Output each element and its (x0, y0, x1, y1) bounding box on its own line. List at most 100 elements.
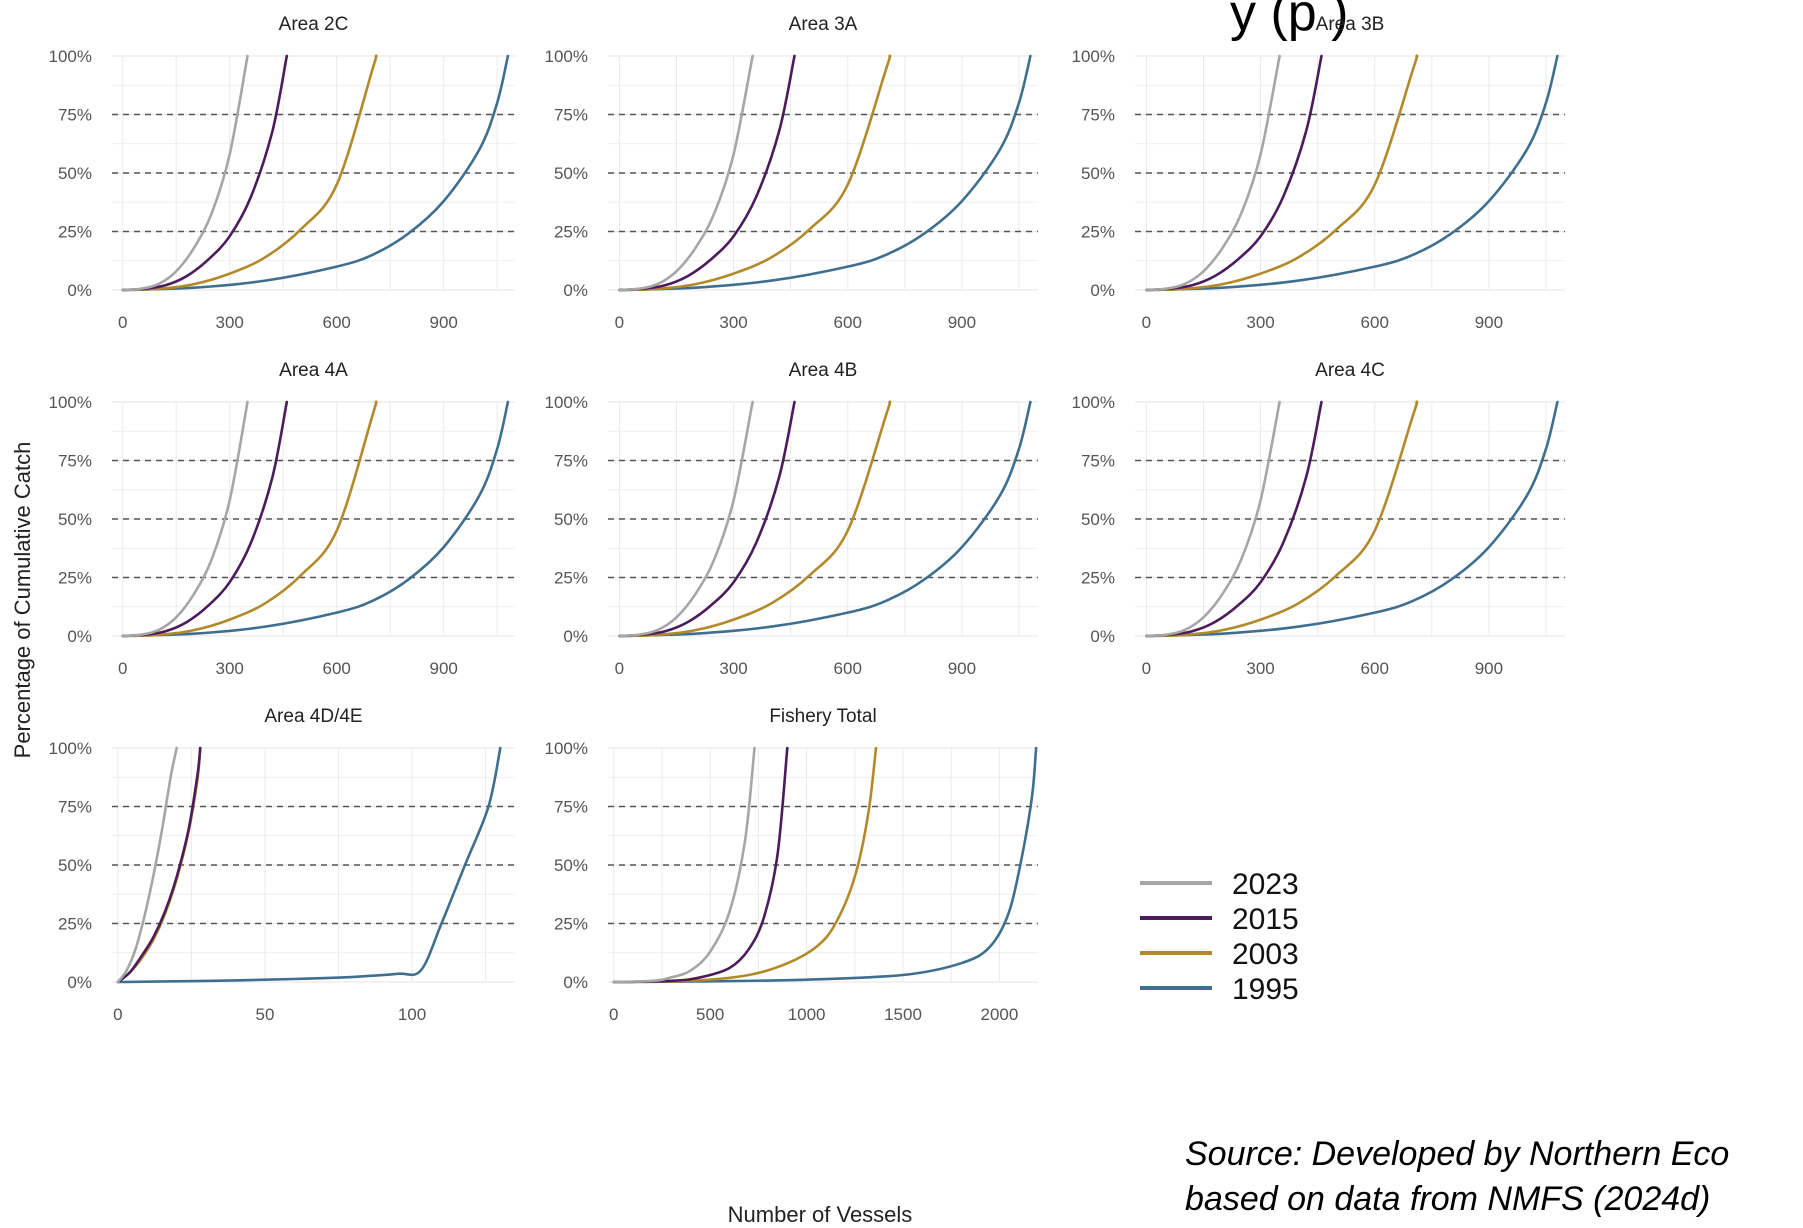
panel-title: Area 2C (279, 14, 349, 35)
series-line-1995 (1145, 54, 1559, 292)
series-line-2003 (121, 54, 378, 292)
x-tick-label: 600 (834, 659, 862, 678)
y-tick-label: 100% (1072, 393, 1115, 412)
panel-title: Area 3B (1316, 14, 1385, 35)
y-tick-label: 0% (67, 281, 92, 300)
y-tick-label: 0% (563, 281, 588, 300)
y-tick-label: 50% (554, 856, 588, 875)
x-tick-label: 0 (609, 1005, 618, 1024)
legend-label-2023: 2023 (1232, 868, 1299, 901)
y-tick-label: 100% (49, 393, 92, 412)
series-line-2023 (121, 54, 249, 292)
series-line-1995 (121, 400, 510, 638)
series-line-2015 (121, 400, 289, 638)
x-tick-label: 0 (1142, 313, 1151, 332)
series-line-2023 (1145, 54, 1281, 292)
panel-title: Fishery Total (769, 706, 876, 727)
y-tick-label: 100% (545, 47, 588, 66)
panel-area-4d-4e: Area 4D/4E 0% 25% 50% 75% 100% 0 50 100 (49, 706, 515, 1024)
y-tick-label: 25% (58, 569, 92, 588)
panel-area-4a: Area 4A 0% 25% 50% 75% 100% 0 300 600 900 (49, 360, 515, 678)
source-line-1: Source: Developed by Northern Eco (1185, 1135, 1729, 1173)
x-tick-label: 900 (948, 659, 976, 678)
y-tick-label: 75% (554, 798, 588, 817)
panel-title: Area 4C (1315, 360, 1385, 381)
x-tick-label: 900 (429, 659, 457, 678)
y-tick-label: 50% (554, 510, 588, 529)
x-tick-label: 300 (719, 659, 747, 678)
x-tick-label: 0 (615, 313, 624, 332)
x-tick-label: 1000 (788, 1005, 826, 1024)
series-line-2015 (116, 746, 202, 984)
series-line-2015 (1145, 400, 1323, 638)
y-tick-label: 75% (554, 452, 588, 471)
y-tick-label: 0% (1090, 281, 1115, 300)
y-tick-label: 100% (49, 739, 92, 758)
y-tick-label: 25% (1081, 569, 1115, 588)
x-tick-label: 900 (1475, 313, 1503, 332)
panel-title: Area 4D/4E (264, 706, 362, 727)
y-tick-label: 50% (58, 856, 92, 875)
source-line-2: based on data from NMFS (2024d) (1185, 1180, 1710, 1218)
y-tick-label: 50% (1081, 164, 1115, 183)
x-tick-label: 100 (398, 1005, 426, 1024)
x-tick-label: 600 (834, 313, 862, 332)
x-tick-label: 600 (322, 313, 350, 332)
x-tick-label: 600 (1361, 313, 1389, 332)
y-tick-label: 75% (58, 798, 92, 817)
x-tick-label: 300 (1246, 659, 1274, 678)
y-tick-label: 25% (554, 569, 588, 588)
panel-area-4b: Area 4B 0% 25% 50% 75% 100% 0 300 600 900 (545, 360, 1038, 678)
y-tick-label: 25% (1081, 223, 1115, 242)
slide-title-partial: y (p ) (1230, 0, 1348, 42)
x-tick-label: 0 (113, 1005, 122, 1024)
x-tick-label: 0 (615, 659, 624, 678)
series-line-1995 (618, 54, 1032, 292)
panels: Area 2C 0% 25% 50% 75% 100% 0 300 600 900 Area 3A 0… (49, 14, 1565, 1024)
x-tick-label: 900 (1475, 659, 1503, 678)
series-line-2023 (1145, 400, 1281, 638)
series-line-2015 (1145, 54, 1323, 292)
x-tick-label: 300 (1246, 313, 1274, 332)
y-tick-label: 25% (554, 223, 588, 242)
series-line-1995 (116, 746, 502, 984)
x-tick-label: 300 (719, 313, 747, 332)
series-line-2003 (1145, 54, 1419, 292)
x-tick-label: 600 (1361, 659, 1389, 678)
panel-title: Area 4A (279, 360, 348, 381)
panel-area-2c: Area 2C 0% 25% 50% 75% 100% 0 300 600 900 (49, 14, 515, 332)
series-line-2023 (618, 400, 754, 638)
series-line-1995 (618, 400, 1032, 638)
panel-area-3a: Area 3A 0% 25% 50% 75% 100% 0 300 600 900 (545, 14, 1038, 332)
x-tick-label: 0 (118, 659, 127, 678)
x-tick-label: 500 (696, 1005, 724, 1024)
x-tick-label: 300 (216, 659, 244, 678)
x-tick-label: 900 (429, 313, 457, 332)
y-tick-label: 25% (554, 915, 588, 934)
y-tick-label: 50% (554, 164, 588, 183)
y-tick-label: 100% (545, 393, 588, 412)
y-tick-label: 25% (58, 915, 92, 934)
y-tick-label: 0% (563, 973, 588, 992)
x-tick-label: 900 (948, 313, 976, 332)
y-tick-label: 100% (49, 47, 92, 66)
x-tick-label: 0 (1142, 659, 1151, 678)
series-line-1995 (121, 54, 510, 292)
y-tick-label: 0% (563, 627, 588, 646)
series-line-2003 (1145, 400, 1419, 638)
series-line-2003 (618, 54, 892, 292)
y-tick-label: 75% (1081, 106, 1115, 125)
series-line-1995 (612, 746, 1038, 984)
series-line-2023 (116, 746, 178, 984)
series-line-2015 (618, 400, 796, 638)
legend-label-2003: 2003 (1232, 938, 1299, 971)
series-line-2023 (618, 54, 754, 292)
panel-title: Area 3A (789, 14, 858, 35)
legend-label-1995: 1995 (1232, 973, 1299, 1006)
x-tick-label: 2000 (981, 1005, 1019, 1024)
y-tick-label: 50% (58, 164, 92, 183)
y-tick-label: 0% (1090, 627, 1115, 646)
y-axis-label: Percentage of Cumulative Catch (10, 442, 35, 759)
y-tick-label: 0% (67, 973, 92, 992)
